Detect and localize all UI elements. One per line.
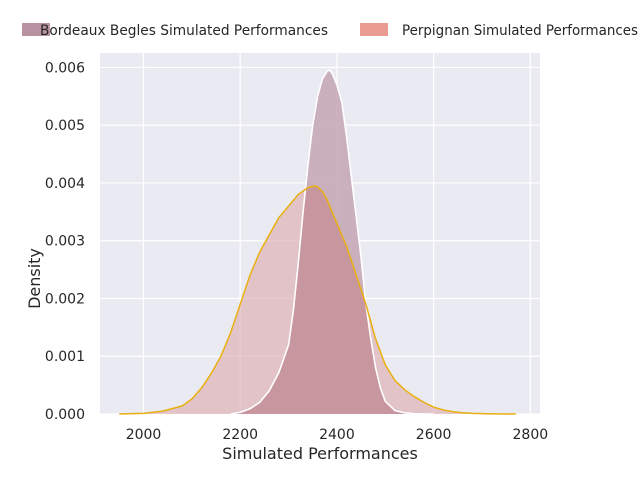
y-tick-label: 0.001 <box>45 349 85 365</box>
x-tick-label: 2200 <box>222 427 258 443</box>
x-tick-label: 2400 <box>319 427 355 443</box>
y-tick-label: 0.003 <box>45 234 85 250</box>
y-tick-label: 0.006 <box>45 60 85 76</box>
y-tick-label: 0.000 <box>45 407 85 423</box>
x-tick-label: 2000 <box>126 427 162 443</box>
y-tick-label: 0.004 <box>45 176 85 192</box>
y-tick-label: 0.002 <box>45 291 85 307</box>
x-tick-label: 2600 <box>416 427 452 443</box>
legend-swatch-bordeaux <box>22 23 50 36</box>
density-line-bordeaux <box>230 69 434 415</box>
density-line-perpignan <box>119 185 516 415</box>
y-tick-label: 0.005 <box>45 118 85 134</box>
density-fill-perpignan <box>119 185 516 414</box>
legend-label-bordeaux: Bordeaux Begles Simulated Performances <box>40 23 328 39</box>
density-overlap <box>230 185 434 414</box>
y-axis-label: Density <box>25 248 44 309</box>
x-tick-label: 2800 <box>513 427 549 443</box>
legend-swatch-perpignan <box>360 23 388 36</box>
tick-labels: 2000 2200 2400 2600 2800 0.000 0.001 0.002 0.003… <box>45 60 548 443</box>
series-layer <box>119 69 516 415</box>
legend: Bordeaux Begles Simulated Performances P… <box>22 23 638 39</box>
x-axis-label: Simulated Performances <box>222 444 418 463</box>
legend-label-perpignan: Perpignan Simulated Performances <box>402 23 638 39</box>
